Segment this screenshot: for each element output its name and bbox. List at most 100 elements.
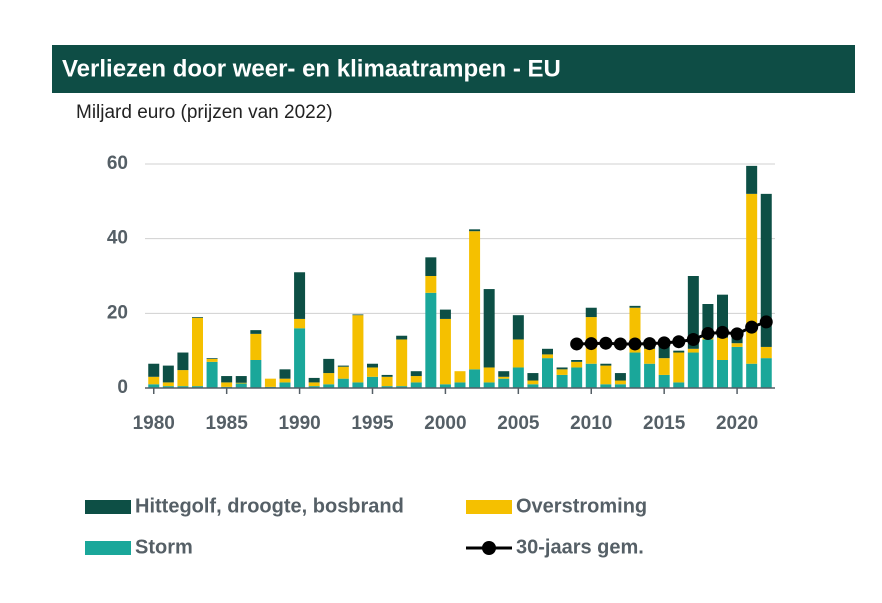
bar-segment <box>498 378 510 388</box>
bar-segment <box>294 318 306 329</box>
bar-segment <box>250 360 262 388</box>
bar-segment <box>221 376 233 383</box>
bar-segment <box>250 333 262 360</box>
line-point <box>570 337 584 351</box>
bar-segment <box>556 374 568 388</box>
bar-segment <box>279 369 291 379</box>
bar-segment <box>148 384 160 388</box>
bar-segment <box>760 346 772 359</box>
bar-segment <box>425 276 437 293</box>
y-tick-label: 60 <box>107 153 128 174</box>
bar-segment <box>760 193 772 347</box>
bar-segment <box>629 305 641 308</box>
bar-segment <box>571 360 583 362</box>
bar-segment <box>439 309 451 319</box>
bar-segment <box>673 352 685 383</box>
bar-segment <box>381 374 393 377</box>
bar-segment <box>410 376 422 383</box>
line-point <box>672 335 686 349</box>
bar-segment <box>512 367 524 388</box>
bar-segment <box>600 365 612 385</box>
legend-label: Hittegolf, droogte, bosbrand <box>135 495 404 517</box>
bar-segment <box>352 315 364 383</box>
x-tick-label: 2015 <box>643 413 686 434</box>
legend-label: Overstroming <box>516 495 647 517</box>
bar-segment <box>483 367 495 383</box>
bar-segment <box>148 376 160 385</box>
bar-segment <box>717 294 728 338</box>
bar-segment <box>629 352 641 388</box>
bar-segment <box>687 352 699 388</box>
line-point <box>701 326 715 340</box>
bar-segment <box>614 384 626 388</box>
bar-segment <box>396 386 408 388</box>
line-point <box>657 336 671 350</box>
legend-swatch <box>466 500 512 514</box>
bar-segment <box>279 378 291 383</box>
bar-segment <box>381 376 393 387</box>
bar-segment <box>367 376 378 388</box>
x-tick-label: 2005 <box>497 413 540 434</box>
y-tick-label: 40 <box>107 228 128 249</box>
bar-segment <box>162 365 174 383</box>
line-point <box>628 337 642 351</box>
y-tick-label: 20 <box>107 302 128 323</box>
legend-swatch <box>85 541 131 555</box>
bar-segment <box>454 382 466 388</box>
bar-segment <box>556 367 568 370</box>
chart-subtitle: Miljard euro (prijzen van 2022) <box>76 102 333 123</box>
legend-label: Storm <box>135 536 193 558</box>
bar-segment <box>629 307 641 353</box>
chart-title: Verliezen door weer- en klimaatrampen - … <box>62 55 561 82</box>
bar-segment <box>687 348 699 353</box>
bar-segment <box>658 374 670 388</box>
bar-segment <box>512 315 524 340</box>
bar-segment <box>162 386 174 388</box>
bar-segment <box>658 358 670 375</box>
line-point <box>686 332 700 346</box>
x-tick-label: 1990 <box>278 413 320 434</box>
bar-segment <box>396 339 408 387</box>
bar-segment <box>483 289 495 368</box>
bar-segment <box>644 363 656 388</box>
bar-segment <box>279 382 291 388</box>
bar-segment <box>614 373 626 381</box>
bar-segment <box>469 229 481 232</box>
line-point <box>759 315 773 329</box>
bar-segment <box>206 361 218 388</box>
bar-segment <box>556 369 568 375</box>
bar-segment <box>177 386 189 388</box>
bar-segment <box>658 343 670 359</box>
bar-segment <box>264 378 276 387</box>
bar-segment <box>614 380 626 385</box>
bar-segment <box>760 358 772 388</box>
bar-segment <box>235 383 247 388</box>
line-point <box>613 337 627 351</box>
bar-segment <box>542 354 553 359</box>
bar-segment <box>687 276 699 349</box>
bar-segment <box>308 382 320 387</box>
bar-segment <box>177 370 189 387</box>
line-point <box>584 337 598 351</box>
bar-segment <box>367 367 378 377</box>
bar-segment <box>410 382 422 388</box>
bar-segment <box>702 339 714 388</box>
bar-segment <box>454 371 466 383</box>
bar-segment <box>731 343 743 347</box>
bar-segment <box>542 348 553 355</box>
bar-segment <box>221 382 233 387</box>
bar-segment <box>585 307 597 318</box>
x-tick-label: 2000 <box>424 413 466 434</box>
bar-segment <box>323 358 335 374</box>
bar-segment <box>571 361 583 368</box>
bar-segment <box>527 384 539 388</box>
bar-segment <box>717 337 728 360</box>
bar-segment <box>192 317 203 387</box>
bar-segment <box>439 384 451 388</box>
bar-segment <box>498 376 510 379</box>
bar-segment <box>308 377 320 383</box>
bar-segment <box>425 292 437 388</box>
line-point <box>745 320 759 334</box>
line-point <box>643 337 657 351</box>
